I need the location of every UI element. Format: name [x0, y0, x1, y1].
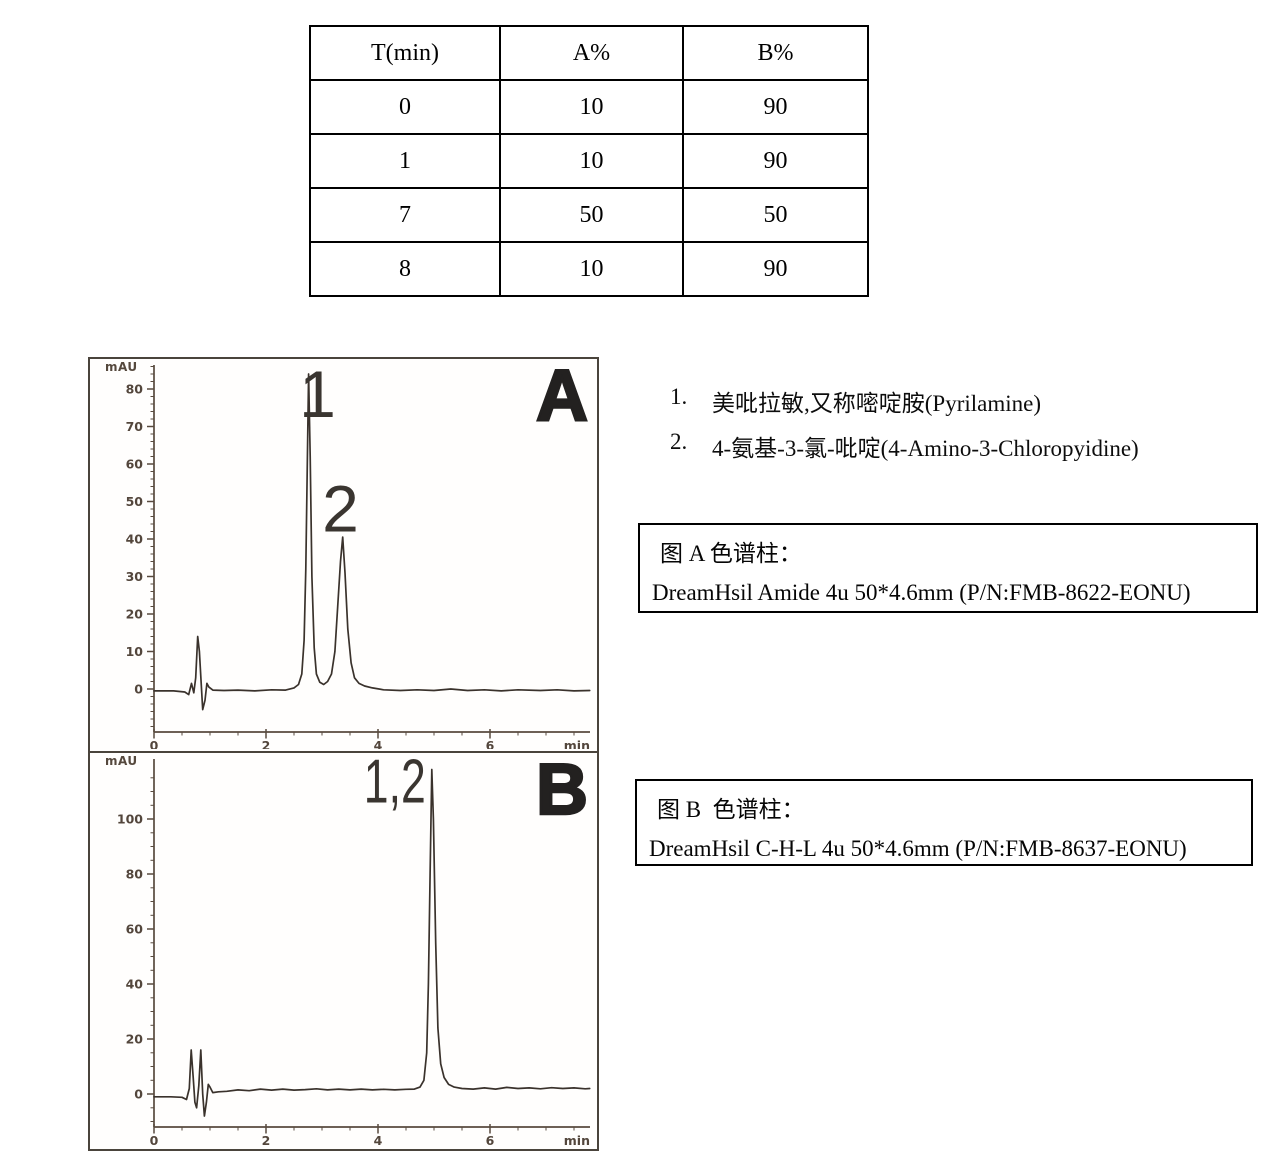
- table-cell: 10: [499, 133, 684, 189]
- svg-text:0: 0: [150, 1133, 159, 1145]
- svg-text:60: 60: [126, 457, 144, 472]
- table-header-cell: B%: [682, 25, 869, 81]
- table-cell: 90: [682, 79, 869, 135]
- svg-text:0: 0: [134, 682, 143, 697]
- svg-text:10: 10: [126, 644, 144, 659]
- y-axis-unit-label: mAU: [105, 360, 138, 374]
- table-header-row: T(min) A% B%: [309, 25, 869, 81]
- table-cell: 8: [309, 241, 501, 297]
- column-box-detail: DreamHsil Amide 4u 50*4.6mm (P/N:FMB-862…: [652, 580, 1191, 605]
- panel-letter-A: A: [535, 355, 590, 438]
- svg-text:30: 30: [126, 569, 144, 584]
- svg-text:100: 100: [117, 812, 143, 827]
- svg-text:0: 0: [150, 738, 159, 749]
- legend-item-2: 2. 4-氨基-3-氯-吡啶(4-Amino-3-Chloropyidine): [670, 429, 1139, 463]
- table-cell: 50: [499, 187, 684, 243]
- panel-letter-B: B: [535, 749, 590, 832]
- table-cell: 0: [309, 79, 501, 135]
- legend-text: 4-氨基-3-氯-吡啶(4-Amino-3-Chloropyidine): [712, 436, 1139, 461]
- svg-text:2: 2: [262, 1133, 271, 1145]
- table-row: 8 10 90: [309, 241, 869, 297]
- table-cell: 1: [309, 133, 501, 189]
- svg-text:50: 50: [126, 494, 144, 509]
- svg-text:0: 0: [134, 1087, 143, 1102]
- peak-legend: 1. 美吡拉敏,又称嘧啶胺(Pyrilamine) 2. 4-氨基-3-氯-吡啶…: [670, 384, 1139, 474]
- table-cell: 90: [682, 241, 869, 297]
- svg-text:20: 20: [126, 607, 144, 622]
- chromatogram-A-plot: 0 10 20 30 40 50 60 70 80 0 2 4 6 min 1 2: [126, 359, 591, 749]
- table-header-cell: A%: [499, 25, 684, 81]
- svg-text:60: 60: [126, 922, 144, 937]
- table-cell: 50: [682, 187, 869, 243]
- table-cell: 10: [499, 241, 684, 297]
- table-cell: 10: [499, 79, 684, 135]
- svg-text:1: 1: [299, 359, 336, 431]
- svg-text:2: 2: [262, 738, 271, 749]
- svg-text:6: 6: [486, 738, 495, 749]
- chromatogram-panel-A: 0 10 20 30 40 50 60 70 80 0 2 4 6 min 1 2 mAU A: [88, 355, 599, 755]
- legend-item-1: 1. 美吡拉敏,又称嘧啶胺(Pyrilamine): [670, 384, 1139, 418]
- chromatogram-panel-B: 0 20 40 60 80 100 0 2 4 6 min 1,2 mAU B: [88, 749, 599, 1151]
- table-cell: 7: [309, 187, 501, 243]
- column-box-title: 图 B 色谱柱：: [657, 797, 805, 822]
- legend-index: 1.: [670, 384, 688, 409]
- svg-text:70: 70: [126, 419, 144, 434]
- svg-text:40: 40: [126, 977, 144, 992]
- column-info-box-B: 图 B 色谱柱： DreamHsil C-H-L 4u 50*4.6mm (P/…: [635, 779, 1253, 866]
- column-box-title: 图 A 色谱柱：: [660, 541, 802, 566]
- table-row: 7 50 50: [309, 187, 869, 243]
- table-row: 0 10 90: [309, 79, 869, 135]
- svg-text:20: 20: [126, 1032, 144, 1047]
- svg-text:4: 4: [374, 738, 383, 749]
- svg-text:4: 4: [374, 1133, 383, 1145]
- svg-text:80: 80: [126, 382, 144, 397]
- svg-text:80: 80: [126, 867, 144, 882]
- legend-text: 美吡拉敏,又称嘧啶胺(Pyrilamine): [712, 391, 1041, 416]
- gradient-table: T(min) A% B% 0 10 90 1 10 90 7 50 50 8 1: [309, 25, 869, 297]
- svg-text:2: 2: [322, 472, 359, 546]
- legend-index: 2.: [670, 429, 688, 454]
- chromatogram-B-plot: 0 20 40 60 80 100 0 2 4 6 min 1,2: [117, 753, 591, 1145]
- svg-text:6: 6: [486, 1133, 495, 1145]
- svg-text:min: min: [564, 738, 590, 749]
- table-cell: 90: [682, 133, 869, 189]
- svg-text:40: 40: [126, 532, 144, 547]
- svg-text:1,2: 1,2: [364, 753, 426, 817]
- column-box-detail: DreamHsil C-H-L 4u 50*4.6mm (P/N:FMB-863…: [649, 836, 1187, 861]
- y-axis-unit-label: mAU: [105, 754, 138, 768]
- table-row: 1 10 90: [309, 133, 869, 189]
- svg-text:min: min: [564, 1133, 590, 1145]
- column-info-box-A: 图 A 色谱柱： DreamHsil Amide 4u 50*4.6mm (P/…: [638, 523, 1258, 613]
- table-header-cell: T(min): [309, 25, 501, 81]
